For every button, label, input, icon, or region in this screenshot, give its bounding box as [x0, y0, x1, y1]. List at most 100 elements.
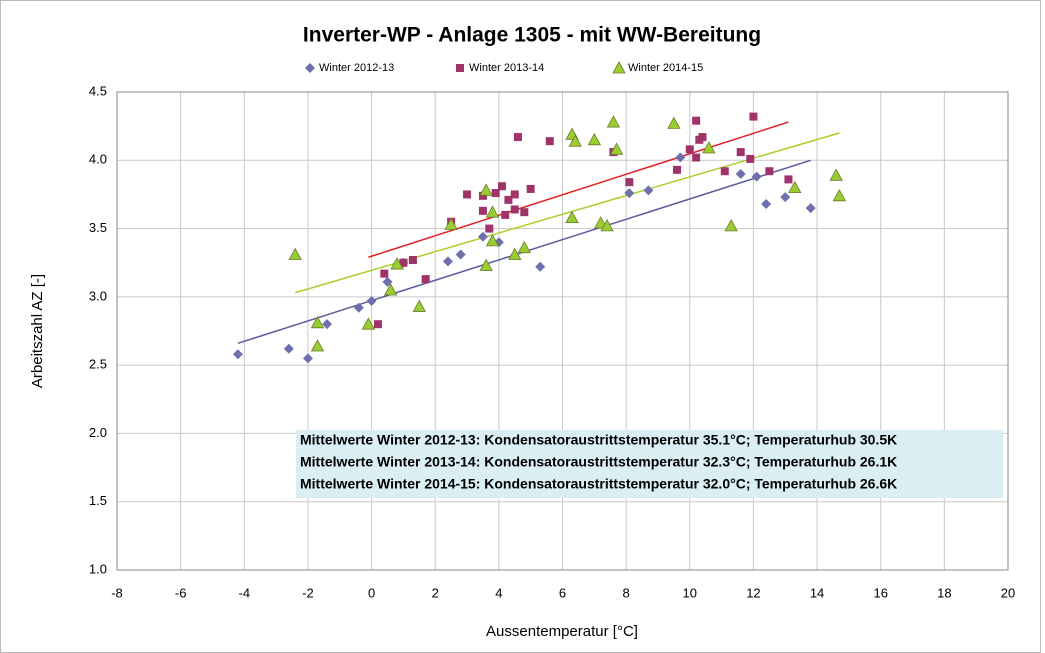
x-tick-label: -4 — [239, 585, 251, 600]
x-tick-label: -6 — [175, 585, 187, 600]
point — [498, 182, 507, 191]
point — [805, 203, 816, 214]
point — [702, 141, 716, 154]
x-tick-label: 6 — [559, 585, 566, 600]
point — [232, 349, 243, 360]
point — [412, 299, 426, 312]
y-axis-label: Arbeitszahl AZ [-] — [29, 274, 46, 388]
legend-label: Winter 2013-14 — [469, 62, 544, 74]
x-tick-label: 18 — [937, 585, 951, 600]
x-tick-label: 0 — [368, 585, 375, 600]
point — [479, 258, 493, 271]
point — [784, 175, 793, 184]
point — [736, 148, 745, 157]
point — [442, 256, 453, 267]
point — [390, 257, 404, 270]
point — [606, 115, 621, 128]
point — [692, 116, 701, 125]
point — [746, 154, 755, 163]
point — [373, 320, 382, 329]
annotation-box — [296, 430, 1003, 498]
point — [485, 205, 500, 218]
trendline — [368, 121, 789, 258]
point — [310, 339, 325, 352]
point — [361, 317, 376, 330]
point — [545, 137, 554, 146]
point — [408, 255, 417, 264]
legend-marker — [305, 63, 315, 73]
point — [643, 185, 654, 196]
legend-label: Winter 2014-15 — [628, 62, 703, 74]
x-tick-label: 8 — [623, 585, 630, 600]
x-tick-label: 10 — [683, 585, 697, 600]
point — [673, 165, 682, 174]
point — [735, 168, 746, 179]
point — [667, 116, 681, 129]
y-tick-label: 3.0 — [89, 288, 107, 303]
point — [380, 269, 389, 278]
point — [479, 183, 493, 196]
point — [526, 184, 535, 193]
x-tick-label: 14 — [810, 585, 824, 600]
point — [587, 132, 601, 146]
legend-marker — [456, 64, 464, 72]
chart-title: Inverter-WP - Anlage 1305 - mit WW-Berei… — [303, 24, 761, 47]
y-tick-label: 4.0 — [89, 152, 107, 167]
point — [504, 195, 513, 204]
point — [692, 153, 701, 162]
point — [765, 167, 774, 176]
point — [288, 247, 302, 260]
point — [535, 261, 546, 272]
point — [382, 276, 393, 287]
point — [685, 145, 694, 154]
point — [568, 134, 582, 147]
point — [302, 353, 313, 364]
point — [383, 283, 398, 296]
point — [510, 190, 519, 199]
point — [508, 247, 522, 260]
x-axis-label: Aussentemperatur [°C] — [486, 623, 638, 640]
x-tick-label: 2 — [432, 585, 439, 600]
point — [478, 191, 487, 200]
point — [491, 189, 500, 198]
x-tick-label: 20 — [1001, 585, 1015, 600]
point — [510, 205, 519, 214]
point — [749, 112, 758, 121]
point — [609, 142, 624, 155]
point — [501, 210, 510, 219]
legend-label: Winter 2012-13 — [319, 62, 394, 74]
point — [761, 198, 772, 209]
x-tick-label: 16 — [873, 585, 887, 600]
y-tick-label: 2.5 — [89, 357, 107, 372]
point — [517, 240, 531, 254]
point — [675, 152, 686, 163]
point — [353, 302, 364, 313]
point — [625, 178, 634, 187]
point — [565, 210, 579, 224]
legend-marker — [612, 61, 626, 74]
x-tick-label: 4 — [495, 585, 502, 600]
y-tick-label: 1.5 — [89, 493, 107, 508]
point — [780, 192, 791, 203]
point — [829, 168, 843, 181]
point — [366, 295, 377, 306]
point — [485, 234, 500, 247]
plot-area — [116, 91, 1009, 571]
x-tick-label: -2 — [302, 585, 314, 600]
point — [751, 171, 762, 182]
y-tick-label: 1.0 — [89, 561, 107, 576]
point — [788, 180, 802, 193]
point — [478, 206, 487, 215]
y-tick-label: 4.5 — [89, 83, 107, 98]
x-tick-label: -8 — [111, 585, 123, 600]
annotation: Mittelwerte Winter 2014-15: Kondensatora… — [300, 476, 897, 492]
point — [698, 133, 707, 142]
point — [513, 133, 522, 142]
point — [724, 219, 738, 232]
point — [444, 217, 458, 230]
point — [600, 219, 614, 232]
point — [322, 319, 333, 330]
point — [832, 188, 847, 202]
point — [624, 188, 635, 199]
